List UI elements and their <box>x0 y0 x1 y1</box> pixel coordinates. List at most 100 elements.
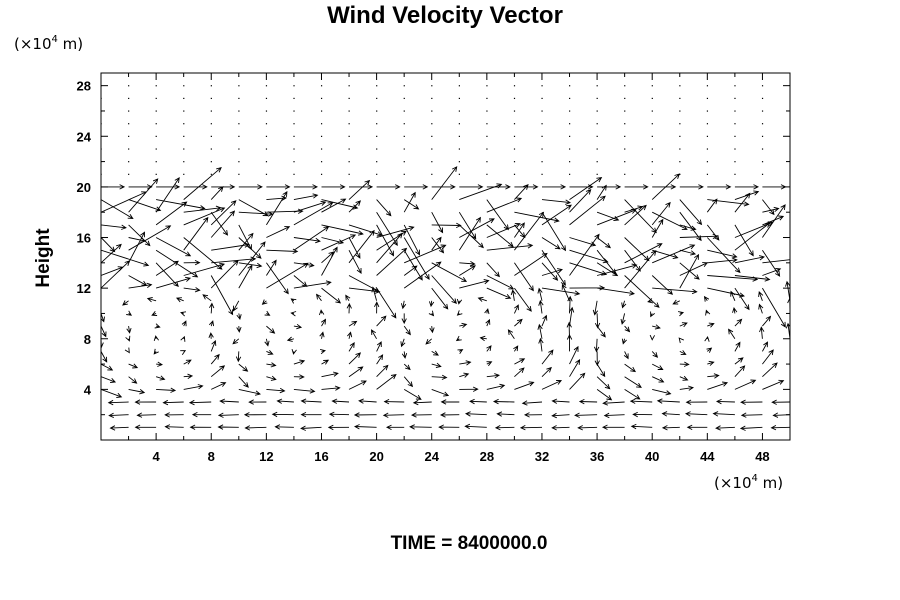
wind-vector-arrow <box>651 351 659 358</box>
wind-vector-arrow <box>403 224 420 256</box>
vector-dot <box>403 173 405 175</box>
wind-vector-arrow <box>541 199 572 205</box>
vector-dot <box>155 123 157 125</box>
vector-dot <box>431 161 433 163</box>
wind-vector-arrow <box>758 290 764 301</box>
wind-vector-arrow <box>403 389 422 400</box>
wind-vector-arrow <box>789 237 790 239</box>
vector-dot <box>128 110 130 112</box>
wind-vector-arrow <box>624 363 637 373</box>
vector-dot <box>596 85 598 87</box>
wind-vector-arrow <box>762 315 772 327</box>
wind-vector-arrow <box>318 309 325 316</box>
wind-vector-arrow <box>569 345 579 365</box>
wind-vector-arrow <box>376 364 389 378</box>
vector-dot <box>706 148 709 150</box>
wind-vector-arrow <box>541 268 563 276</box>
wind-vector-arrow <box>789 224 790 226</box>
vector-dot <box>348 173 350 175</box>
wind-vector-arrow <box>789 375 790 377</box>
wind-vector-arrow <box>348 237 361 259</box>
wind-vector-arrow <box>707 322 715 328</box>
wind-vector-arrow <box>232 300 240 312</box>
wind-vector-arrow <box>217 412 239 418</box>
vector-dot <box>458 85 460 87</box>
vector-dot <box>293 97 295 100</box>
wind-vector-arrow <box>568 306 575 327</box>
wind-vector-arrow <box>370 329 377 340</box>
wind-vector-arrow <box>740 399 763 405</box>
vector-dot <box>183 161 185 163</box>
vector-dot <box>155 97 157 100</box>
vector-dot <box>458 110 460 112</box>
wind-vector-arrow <box>596 237 612 249</box>
wind-vector-arrow <box>455 335 462 342</box>
wind-vector-arrow <box>376 199 392 217</box>
wind-vector-arrow <box>679 199 703 226</box>
wind-vector-arrow <box>175 297 184 303</box>
vector-dot <box>541 97 543 100</box>
wind-vector-arrow <box>762 267 782 276</box>
wind-vector-arrow <box>762 259 790 264</box>
wind-vector-arrow <box>456 310 463 316</box>
wind-vector-arrow <box>685 399 708 405</box>
wind-vector-arrow <box>348 275 380 292</box>
wind-vector-arrow <box>266 350 274 355</box>
vector-dot <box>651 148 653 150</box>
wind-vector-arrow <box>569 184 594 190</box>
wind-vector-arrow <box>569 249 609 264</box>
vector-dot <box>128 173 130 175</box>
x-unit-suffix: m) <box>758 474 783 492</box>
vector-dot <box>183 173 185 175</box>
vector-dot <box>431 173 433 175</box>
vector-dot <box>541 161 543 163</box>
wind-vector-arrow <box>707 275 759 282</box>
vector-dot <box>155 148 157 150</box>
wind-vector-arrow <box>523 412 543 418</box>
vector-dot <box>376 123 378 125</box>
wind-vector-arrow <box>652 249 679 260</box>
wind-vector-arrow <box>459 184 484 190</box>
wind-vector-arrow <box>243 412 267 418</box>
wind-vector-arrow <box>183 237 223 270</box>
wind-vector-arrow <box>266 226 291 238</box>
vector-dot <box>569 85 571 87</box>
wind-vector-arrow <box>541 262 559 281</box>
wind-vector-arrow <box>703 295 710 302</box>
wind-vector-arrow <box>678 337 684 344</box>
wind-vector-arrow <box>759 326 765 339</box>
vector-dot <box>513 123 516 125</box>
wind-vector-arrow <box>704 336 710 342</box>
vector-dot <box>128 135 130 137</box>
vector-dot <box>320 85 323 87</box>
vector-dot <box>569 97 571 100</box>
wind-vector-arrow <box>541 314 548 327</box>
wind-vector-arrow <box>238 232 254 251</box>
vector-dot <box>513 148 516 150</box>
wind-vector-arrow <box>300 425 322 431</box>
vector-dot <box>486 97 488 100</box>
wind-vector-arrow <box>238 363 249 372</box>
wind-vector-arrow <box>594 351 600 367</box>
wind-vector-arrow <box>180 350 187 355</box>
vector-dot <box>265 97 268 100</box>
y-tick-label: 28 <box>77 79 91 94</box>
wind-vector-arrow <box>128 184 153 190</box>
wind-vector-arrow <box>596 376 611 390</box>
vector-dot <box>238 123 240 125</box>
vector-dot <box>458 123 460 125</box>
wind-vector-arrow <box>101 266 124 276</box>
wind-vector-arrow <box>513 304 519 314</box>
wind-vector-arrow <box>346 302 352 314</box>
vector-dot <box>348 148 350 150</box>
wind-vector-arrow <box>293 237 321 244</box>
wind-vector-arrow <box>321 287 342 304</box>
wind-vector-arrow <box>425 338 433 345</box>
vector-dot <box>265 161 268 163</box>
wind-vector-arrow <box>486 383 506 390</box>
wind-vector-arrow <box>652 376 665 383</box>
vector-dot <box>706 123 709 125</box>
vector-dot <box>320 135 323 137</box>
x-tick-label: 16 <box>314 449 328 464</box>
wind-vector-arrow <box>484 308 490 315</box>
